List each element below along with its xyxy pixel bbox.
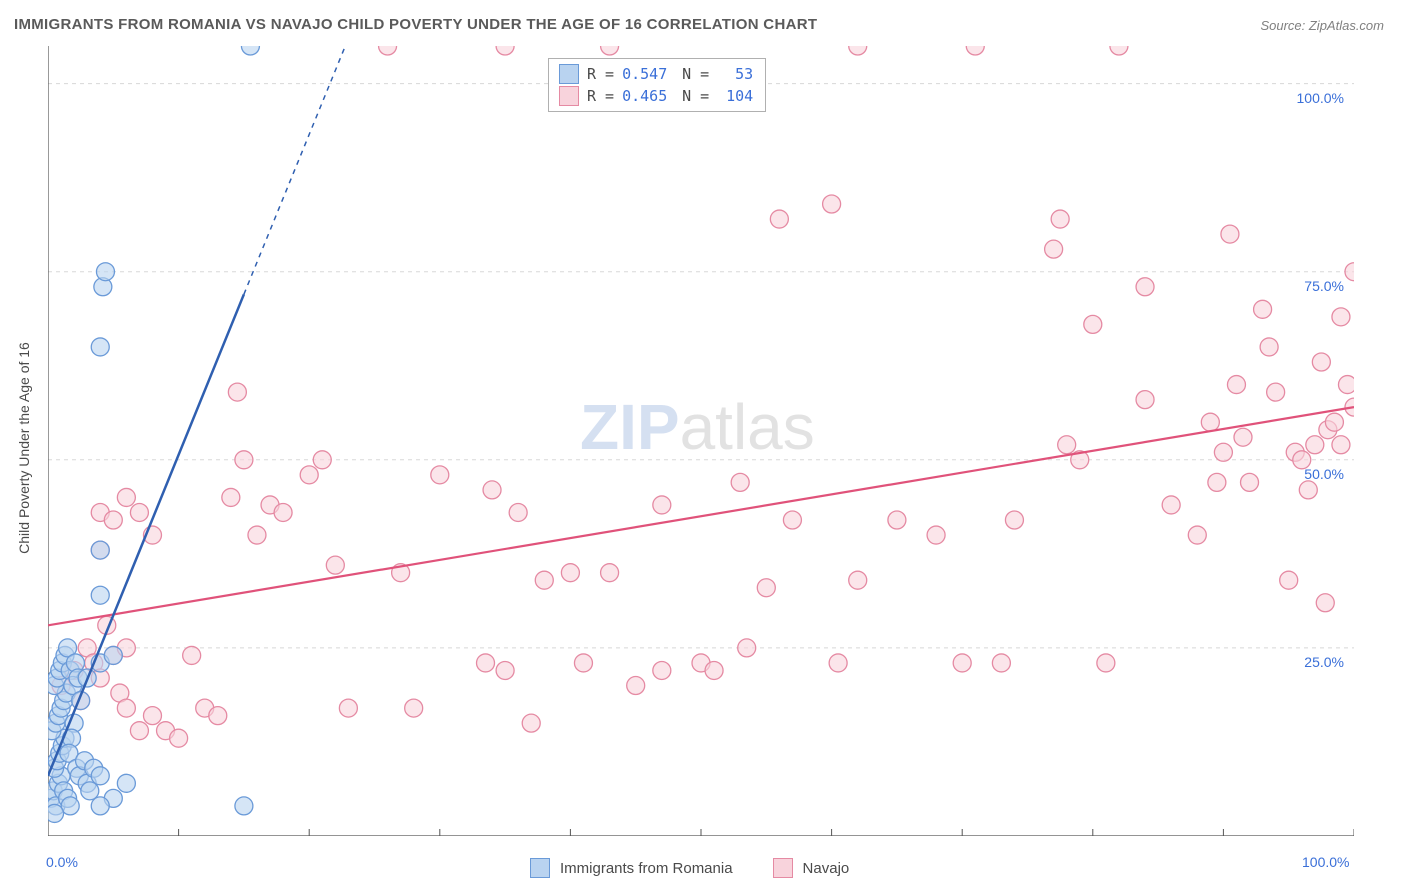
x-tick-label-max: 100.0% — [1302, 854, 1349, 870]
legend-swatch — [559, 64, 579, 84]
legend-series-navajo: Navajo — [773, 858, 850, 878]
legend-series-label: Navajo — [803, 860, 850, 877]
legend-swatch — [773, 858, 793, 878]
legend-swatch — [559, 86, 579, 106]
n-label: N = — [682, 87, 709, 105]
legend-row-navajo: R = 0.465 N = 104 — [559, 85, 753, 107]
series-legend: Immigrants from Romania Navajo — [530, 858, 849, 878]
source-attribution: Source: ZipAtlas.com — [1260, 18, 1384, 33]
r-label: R = — [587, 65, 614, 83]
legend-row-romania: R = 0.547 N = 53 — [559, 63, 753, 85]
scatter-chart — [48, 46, 1354, 836]
y-tick-label: 75.0% — [1284, 278, 1344, 294]
y-axis-label: Child Poverty Under the Age of 16 — [16, 328, 32, 568]
source-prefix: Source: — [1260, 18, 1308, 33]
legend-series-label: Immigrants from Romania — [560, 860, 733, 877]
y-tick-label: 25.0% — [1284, 654, 1344, 670]
r-label: R = — [587, 87, 614, 105]
correlation-legend: R = 0.547 N = 53 R = 0.465 N = 104 — [548, 58, 766, 112]
source-name: ZipAtlas.com — [1309, 18, 1384, 33]
x-tick-label-min: 0.0% — [46, 854, 78, 870]
n-value: 104 — [717, 87, 753, 105]
n-value: 53 — [717, 65, 753, 83]
chart-title: IMMIGRANTS FROM ROMANIA VS NAVAJO CHILD … — [14, 16, 817, 33]
n-label: N = — [682, 65, 709, 83]
y-tick-label: 50.0% — [1284, 466, 1344, 482]
y-tick-label: 100.0% — [1284, 90, 1344, 106]
legend-series-romania: Immigrants from Romania — [530, 858, 733, 878]
r-value: 0.465 — [622, 87, 674, 105]
r-value: 0.547 — [622, 65, 674, 83]
legend-swatch — [530, 858, 550, 878]
